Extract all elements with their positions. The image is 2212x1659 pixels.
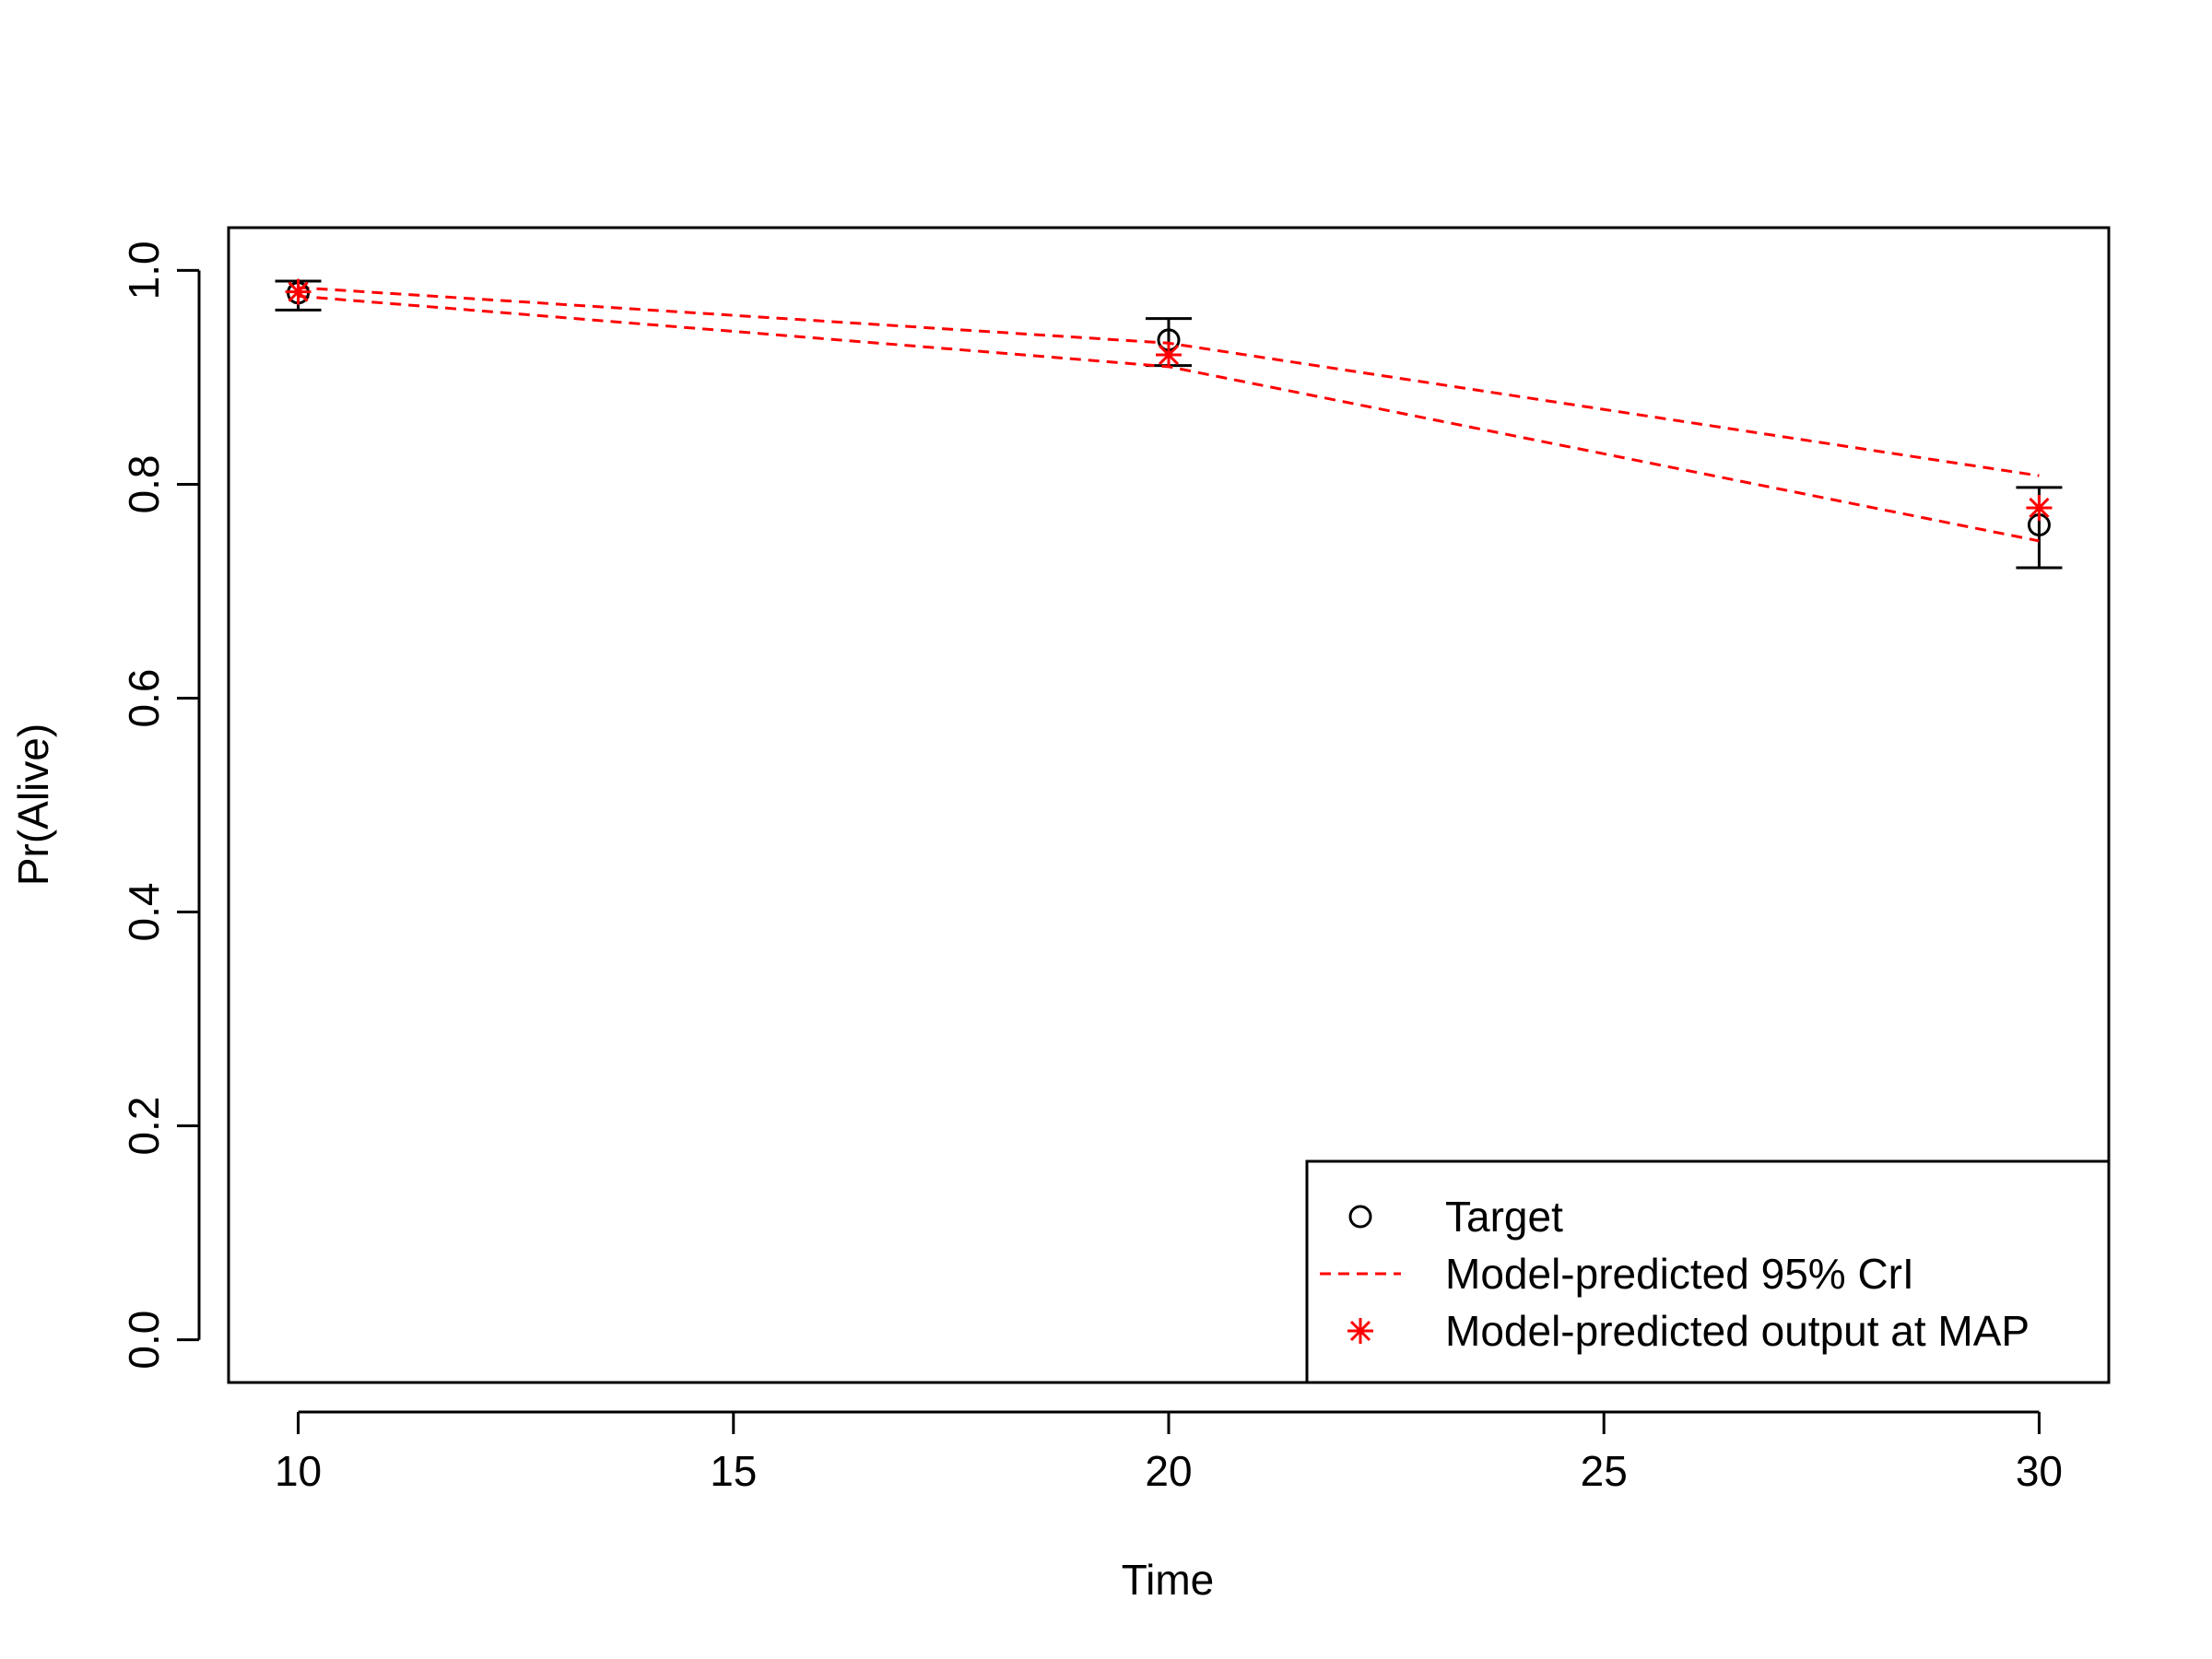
x-tick-label: 20 bbox=[1145, 1447, 1192, 1495]
map-point bbox=[1156, 342, 1182, 369]
map-point bbox=[2026, 494, 2053, 521]
x-axis: 10 15 20 25 30 bbox=[275, 1410, 2063, 1495]
x-tick-label: 15 bbox=[710, 1447, 757, 1495]
map-point bbox=[285, 278, 312, 305]
y-tick-label: 0.2 bbox=[120, 1097, 168, 1156]
x-tick-label: 10 bbox=[275, 1447, 322, 1495]
legend-circle-icon bbox=[1348, 1205, 1372, 1229]
y-tick-label: 0.6 bbox=[120, 669, 168, 728]
legend-asterisk-icon bbox=[1347, 1318, 1373, 1344]
legend-label-cri: Model-predicted 95% CrI bbox=[1445, 1250, 1914, 1298]
legend-label-target: Target bbox=[1445, 1193, 1563, 1241]
legend: Target Model-predicted 95% CrI Model-pre… bbox=[1305, 1159, 2111, 1384]
y-tick-label: 0.0 bbox=[120, 1311, 168, 1370]
marker-layer bbox=[285, 278, 2053, 537]
y-tick-label: 0.4 bbox=[120, 883, 168, 942]
plot-frame bbox=[227, 226, 2111, 1384]
legend-box bbox=[1305, 1159, 2111, 1384]
x-tick-label: 25 bbox=[1581, 1447, 1628, 1495]
y-axis-label: Pr(Alive) bbox=[9, 724, 57, 886]
x-tick-label: 30 bbox=[2016, 1447, 2063, 1495]
legend-label-map: Model-predicted output at MAP bbox=[1445, 1307, 2030, 1355]
x-axis-label: Time bbox=[1122, 1556, 1215, 1604]
y-tick-label: 1.0 bbox=[120, 241, 168, 300]
y-tick-label: 0.8 bbox=[120, 454, 168, 513]
y-axis: 0.0 0.2 0.4 0.6 0.8 1.0 bbox=[120, 241, 201, 1370]
